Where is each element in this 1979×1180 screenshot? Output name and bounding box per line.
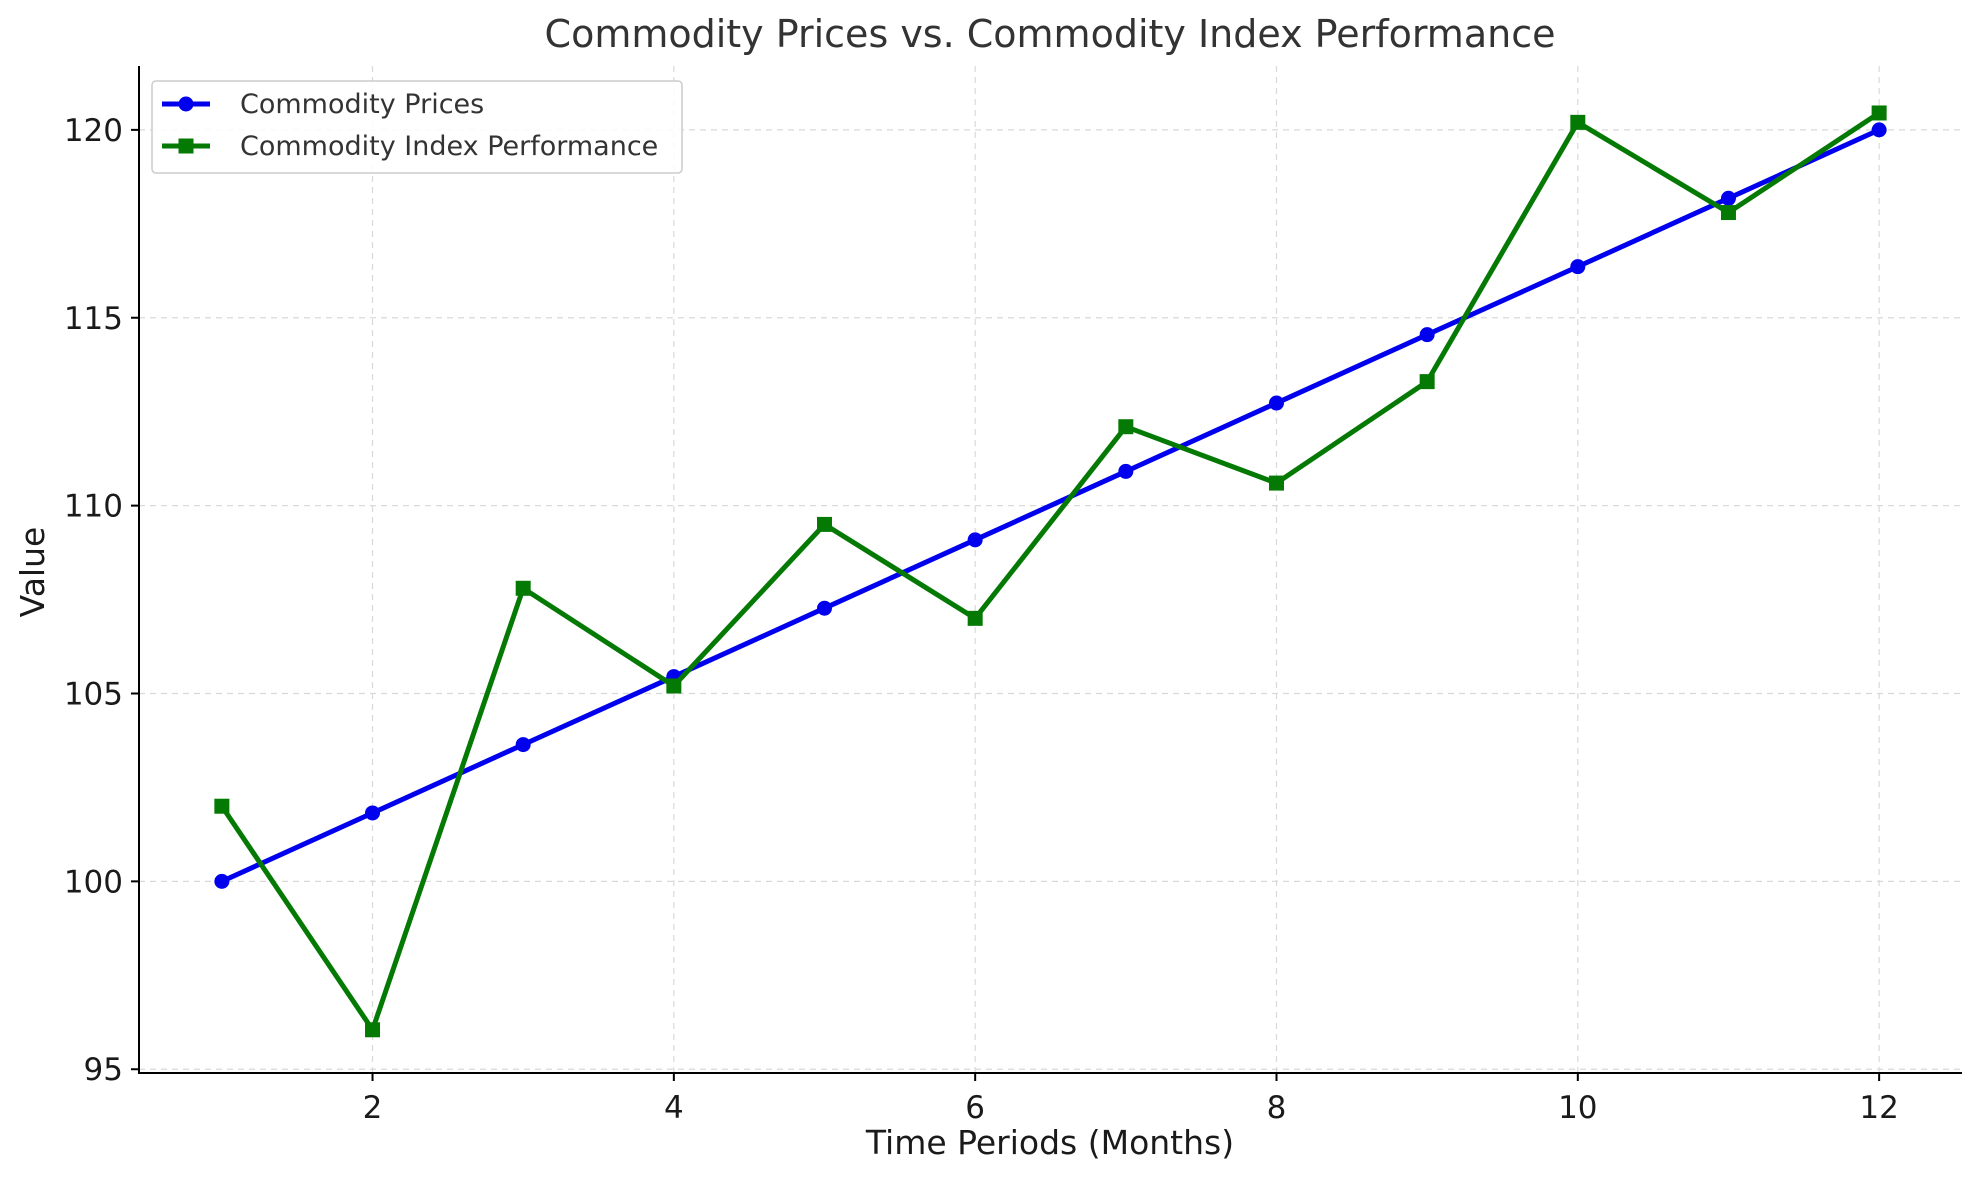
series-line <box>219 110 1881 1033</box>
legend-label: Commodity Index Performance <box>240 131 658 162</box>
data-point <box>515 580 531 596</box>
y-axis-label: Value <box>13 527 52 618</box>
series-line <box>220 127 1881 884</box>
data-point <box>365 1022 381 1038</box>
x-axis-label: Time Periods (Months) <box>865 1123 1234 1162</box>
y-tick-label: 95 <box>84 1052 123 1088</box>
data-point <box>967 610 983 626</box>
data-point <box>1871 122 1887 138</box>
x-tick-label: 12 <box>1859 1090 1898 1126</box>
legend: Commodity Prices Commodity Index Performa… <box>151 80 683 174</box>
legend-item: Commodity Index Performance <box>162 131 658 162</box>
data-point <box>817 600 833 616</box>
data-point <box>214 798 230 814</box>
data-point <box>1118 463 1134 479</box>
data-point <box>1871 105 1887 121</box>
data-point <box>214 873 230 889</box>
series-2 <box>214 105 1887 1038</box>
data-point <box>666 678 682 694</box>
data-point <box>515 737 531 753</box>
data-point <box>365 805 381 821</box>
data-point <box>817 516 833 532</box>
data-point <box>1419 327 1435 343</box>
x-tick-label: 10 <box>1558 1090 1597 1126</box>
data-point <box>1720 190 1736 206</box>
legend-box <box>151 80 683 174</box>
y-tick-label: 110 <box>64 489 123 525</box>
data-point <box>1570 114 1586 130</box>
data-point <box>1118 419 1134 435</box>
legend-item: Commodity Prices <box>162 89 484 120</box>
y-tick-label: 115 <box>64 301 123 337</box>
x-tick-label: 2 <box>363 1090 383 1126</box>
x-tick-label: 6 <box>965 1090 985 1126</box>
x-tick-label: 8 <box>1267 1090 1287 1126</box>
legend-label: Commodity Prices <box>240 89 484 120</box>
y-tick-label: 100 <box>64 864 123 900</box>
chart-title: Commodity Prices vs. Commodity Index Per… <box>545 12 1556 56</box>
data-point <box>967 532 983 548</box>
legend-marker <box>178 96 194 112</box>
data-point <box>1570 259 1586 275</box>
series-1 <box>214 122 1887 889</box>
series-layer <box>214 105 1887 1038</box>
y-tick-label: 105 <box>64 676 123 712</box>
data-point <box>1268 475 1284 491</box>
legend-marker <box>178 138 194 154</box>
y-tick-label: 120 <box>64 113 123 149</box>
grid <box>139 66 1962 1073</box>
data-point <box>1419 374 1435 390</box>
axes: 2 4 6 8 10 12 95 100 105 110 115 120 <box>64 66 1962 1126</box>
data-point <box>1268 395 1284 411</box>
x-tick-label: 4 <box>664 1090 684 1126</box>
data-point <box>1720 205 1736 221</box>
